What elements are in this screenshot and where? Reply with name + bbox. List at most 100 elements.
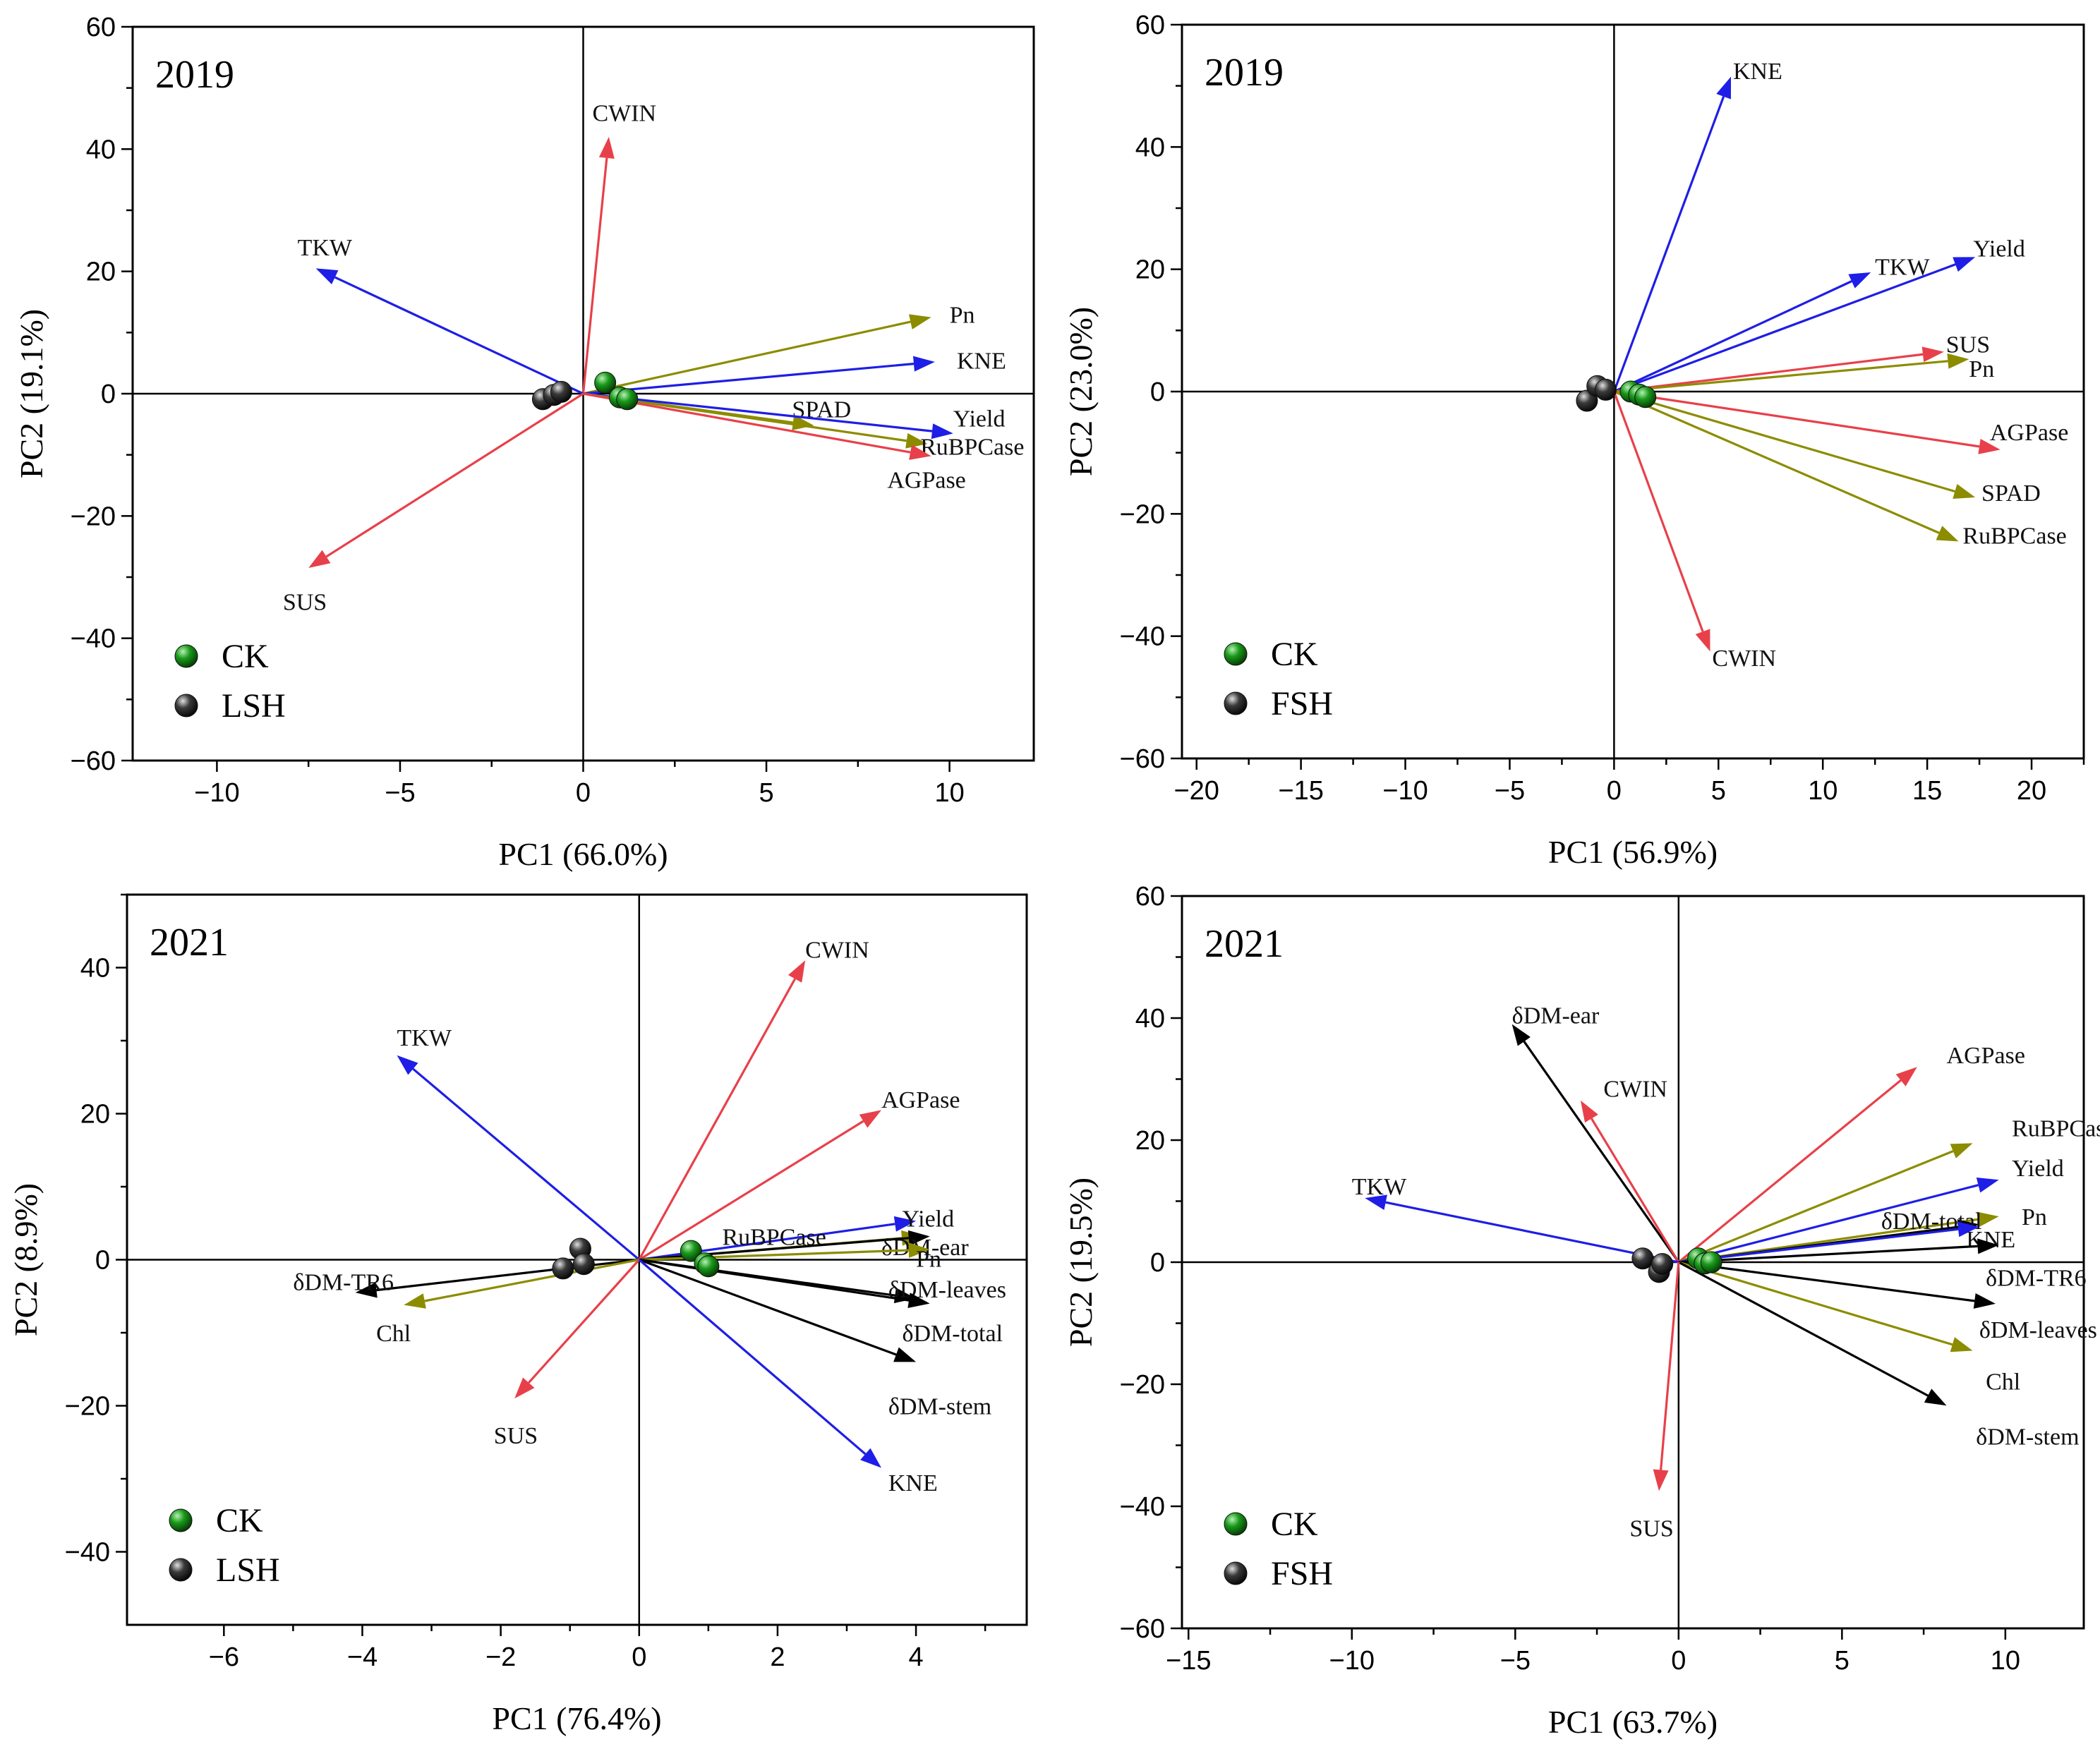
y-tick-label: 60 (86, 13, 116, 42)
vector-label: δDM-leaves (1979, 1317, 2097, 1343)
vector-label: SUS (283, 590, 327, 616)
arrow-head (1977, 1211, 1999, 1228)
arrow-head (355, 1282, 378, 1298)
x-tick-label: −5 (1500, 1646, 1531, 1676)
vector-line (639, 1258, 897, 1356)
arrow-head (893, 1347, 917, 1362)
arrow-head (893, 1216, 917, 1232)
legend-marker (169, 1558, 193, 1582)
x-tick-label: 15 (1912, 776, 1942, 806)
vector-line (1678, 1261, 1975, 1302)
vector-label: δDM-stem (1976, 1424, 2079, 1451)
vector-line (1614, 353, 1924, 393)
loading-vector: TKW (1613, 254, 1930, 393)
treatment-point (550, 380, 572, 403)
y-tick-label: −20 (71, 502, 116, 531)
loading-vector: RuBPCase (1678, 1116, 2100, 1264)
vector-line (1614, 360, 1948, 393)
arrow-head (1695, 629, 1710, 652)
vector-line (334, 276, 584, 395)
arrow-head (1957, 1221, 1979, 1237)
arrow-head (1977, 1238, 1999, 1254)
y-tick-label: −20 (65, 1392, 110, 1422)
vector-line (1678, 1245, 1978, 1264)
loading-vector: CWIN (1612, 391, 1776, 672)
y-tick-label: 40 (1135, 1004, 1165, 1034)
loading-vector: Pn (583, 302, 975, 395)
arrow-head (404, 1293, 426, 1309)
x-tick-label: 2 (770, 1642, 785, 1672)
vector-label: SUS (494, 1423, 538, 1449)
loading-vector: KNE (583, 348, 1006, 395)
loading-vector: SPAD (1613, 390, 2041, 507)
vector-label: KNE (1966, 1227, 2015, 1253)
x-tick-label: 10 (1808, 776, 1838, 806)
loading-vector: SUS (494, 1259, 640, 1449)
vector-label: CWIN (592, 100, 656, 126)
loading-vector: Yield (1613, 236, 2025, 393)
ck-point (1634, 386, 1657, 408)
chart-panel-1: −10 −5 0 5 10 −60 −40 −20 0 20 40 60 PC1 (66.0%) PC2 … (13, 13, 1035, 872)
vector-line (583, 363, 915, 395)
arrow-head (1921, 346, 1944, 363)
loading-vector: Yield (583, 392, 1005, 440)
loading-vector: TKW (298, 235, 584, 395)
loading-vector: AGPase (1614, 390, 2068, 454)
x-tick-label: 0 (576, 778, 591, 808)
ck-point (680, 1240, 702, 1262)
arrow-head (1365, 1194, 1387, 1210)
x-tick-label: −10 (1329, 1646, 1375, 1676)
x-tick-label: −4 (347, 1642, 378, 1672)
vector-line (1678, 1228, 1959, 1264)
vector-line (638, 1259, 867, 1456)
vector-label: Yield (902, 1206, 954, 1233)
arrow-head (1950, 1143, 1973, 1158)
loading-vector: RuBPCase (1613, 390, 2067, 550)
vector-label: CWIN (805, 938, 869, 964)
legend-label: CK (222, 638, 269, 675)
loading-vector: δDM-stem (1678, 1261, 2080, 1451)
vector-label: Pn (916, 1246, 941, 1272)
loading-vector: δDM-stem (639, 1258, 991, 1420)
x-tick-label: 5 (1835, 1646, 1849, 1676)
vector-label: CWIN (1603, 1076, 1667, 1102)
y-tick-label: 40 (1135, 133, 1165, 162)
vector-line (1613, 390, 1955, 493)
y-tick-label: 0 (1150, 1248, 1165, 1278)
vector-line (528, 1259, 640, 1384)
arrow-head (860, 1448, 882, 1468)
y-tick-label: 0 (95, 1246, 110, 1276)
arrow-head (907, 1293, 930, 1309)
y-tick-label: −40 (71, 624, 116, 654)
loading-vector: CWIN (638, 938, 869, 1261)
vector-label: δDM-stem (888, 1394, 991, 1420)
vector-line (583, 320, 911, 395)
vector-label: KNE (888, 1470, 938, 1496)
legend-label: LSH (216, 1551, 280, 1589)
vector-label: RuBPCase (1962, 524, 2066, 550)
vector-label: Chl (376, 1321, 411, 1347)
x-tick-label: −2 (485, 1642, 516, 1672)
ck-point (1700, 1251, 1722, 1273)
vector-line (376, 1258, 639, 1292)
loading-vector: SUS (1629, 1261, 1680, 1542)
loading-vector: Pn (1614, 353, 1994, 393)
x-tick-label: 0 (1671, 1646, 1686, 1676)
y-tick-label: 60 (1135, 882, 1165, 912)
vector-label: TKW (1875, 254, 1930, 280)
arrow-head (1953, 483, 1976, 500)
arrow-head (1511, 1024, 1531, 1046)
legend-marker (1224, 1561, 1248, 1585)
vector-label: AGPase (1947, 1043, 2025, 1069)
x-tick-label: −10 (194, 778, 239, 808)
vector-label: δDM-total (902, 1321, 1003, 1347)
year-label: 2021 (150, 921, 229, 964)
loading-vector: SUS (1614, 332, 1990, 393)
loading-vector: AGPase (583, 392, 966, 493)
arrow-head (1953, 257, 1976, 272)
arrow-head (1716, 76, 1732, 99)
y-axis-title: PC2 (19.5%) (1063, 1178, 1099, 1347)
vector-label: TKW (397, 1025, 452, 1051)
vector-line (1613, 280, 1852, 393)
